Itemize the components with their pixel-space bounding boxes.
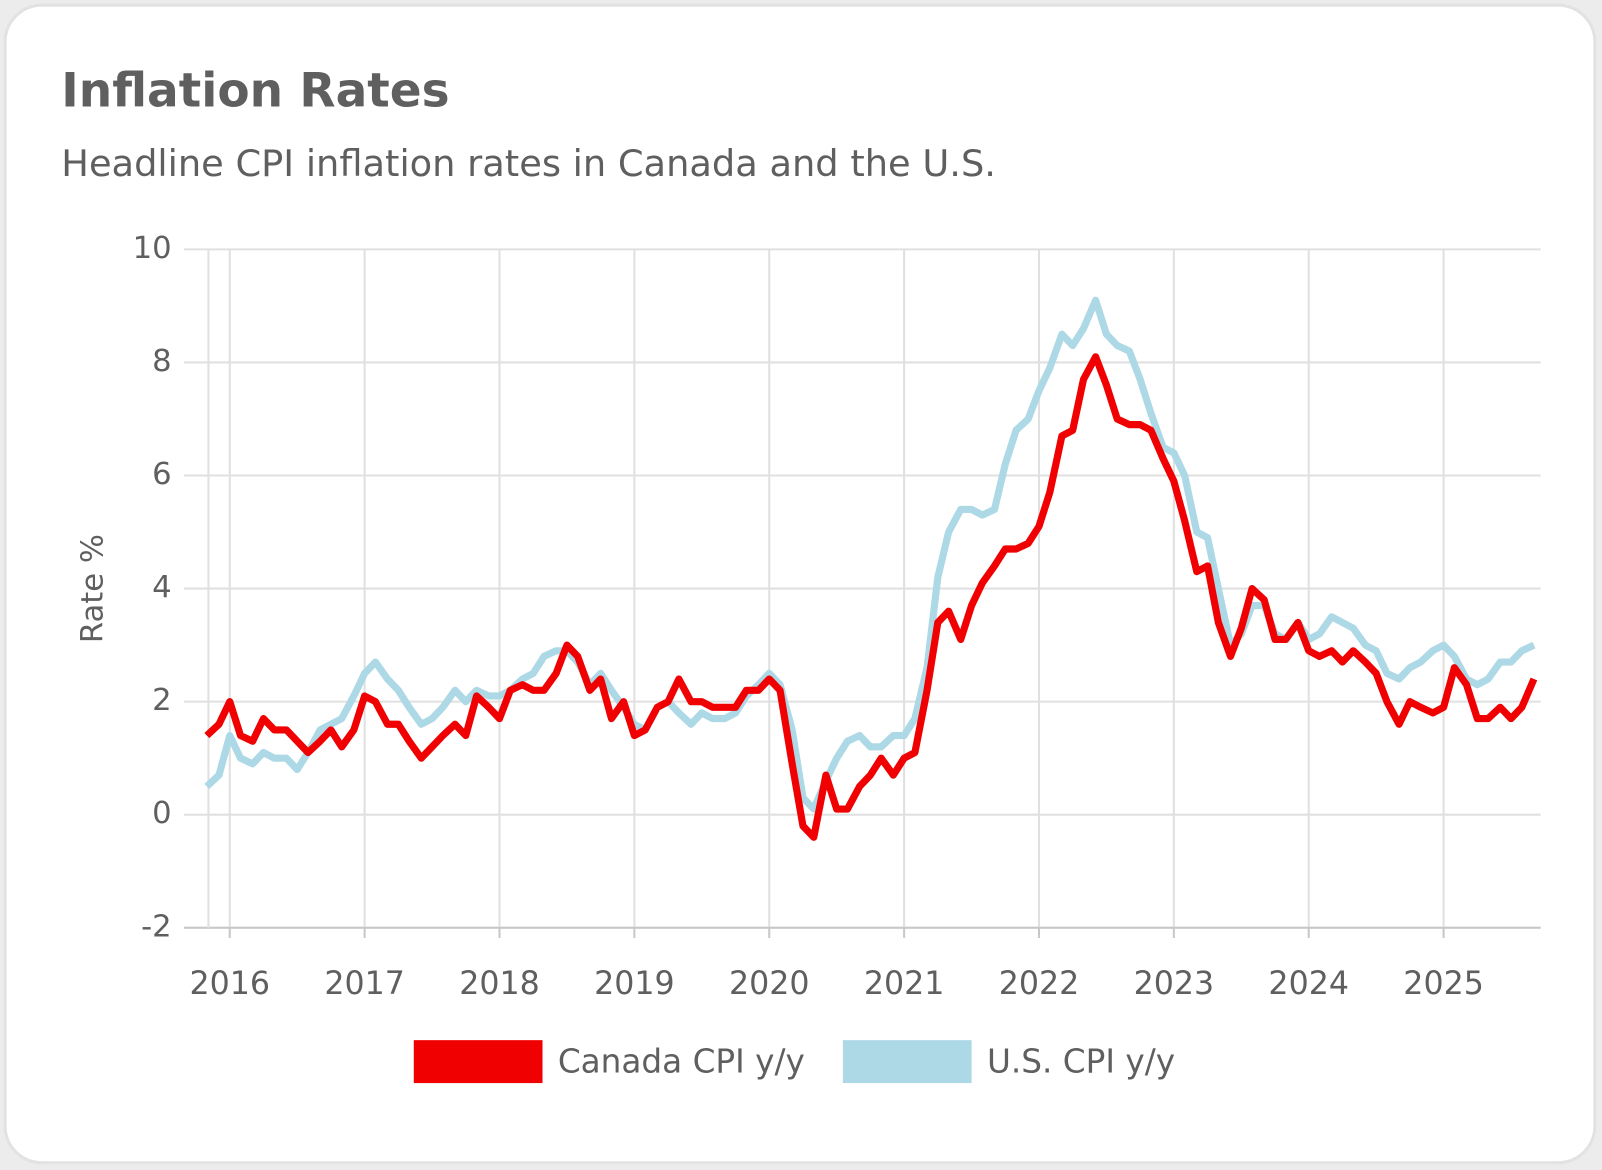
y-tick-label: 6	[152, 457, 171, 492]
legend-label: U.S. CPI y/y	[987, 1043, 1175, 1081]
x-tick-label: 2018	[459, 966, 540, 1002]
y-tick-label: 0	[152, 796, 171, 831]
x-tick-label: 2019	[594, 966, 675, 1002]
x-tick-label: 2017	[324, 966, 405, 1002]
x-tick-label: 2025	[1403, 966, 1484, 1002]
series-line	[204, 296, 1536, 813]
x-tick-label: 2024	[1268, 966, 1349, 1002]
x-tick-label: 2023	[1134, 966, 1215, 1002]
x-tick-label: 2021	[864, 966, 945, 1002]
y-tick-label: 10	[133, 231, 172, 266]
chart-subtitle: Headline CPI inflation rates in Canada a…	[61, 142, 996, 185]
y-tick-label: -2	[141, 909, 172, 944]
legend-swatch	[842, 1040, 972, 1084]
x-tick-label: 2020	[729, 966, 810, 1002]
legend-label: Canada CPI y/y	[558, 1043, 805, 1081]
y-tick-label: 4	[152, 570, 171, 605]
x-tick-label: 2022	[999, 966, 1080, 1002]
card	[3, 3, 1597, 1165]
x-tick-label: 2016	[189, 966, 270, 1002]
series-line	[204, 353, 1538, 841]
y-tick-label: 8	[152, 344, 171, 379]
chart-title: Inflation Rates	[61, 64, 449, 119]
y-tick-label: 2	[152, 683, 171, 718]
legend-swatch	[413, 1040, 543, 1084]
y-axis-label: Rate %	[75, 534, 110, 643]
